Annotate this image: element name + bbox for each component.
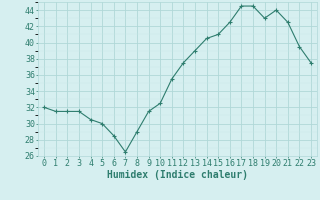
X-axis label: Humidex (Indice chaleur): Humidex (Indice chaleur) — [107, 170, 248, 180]
